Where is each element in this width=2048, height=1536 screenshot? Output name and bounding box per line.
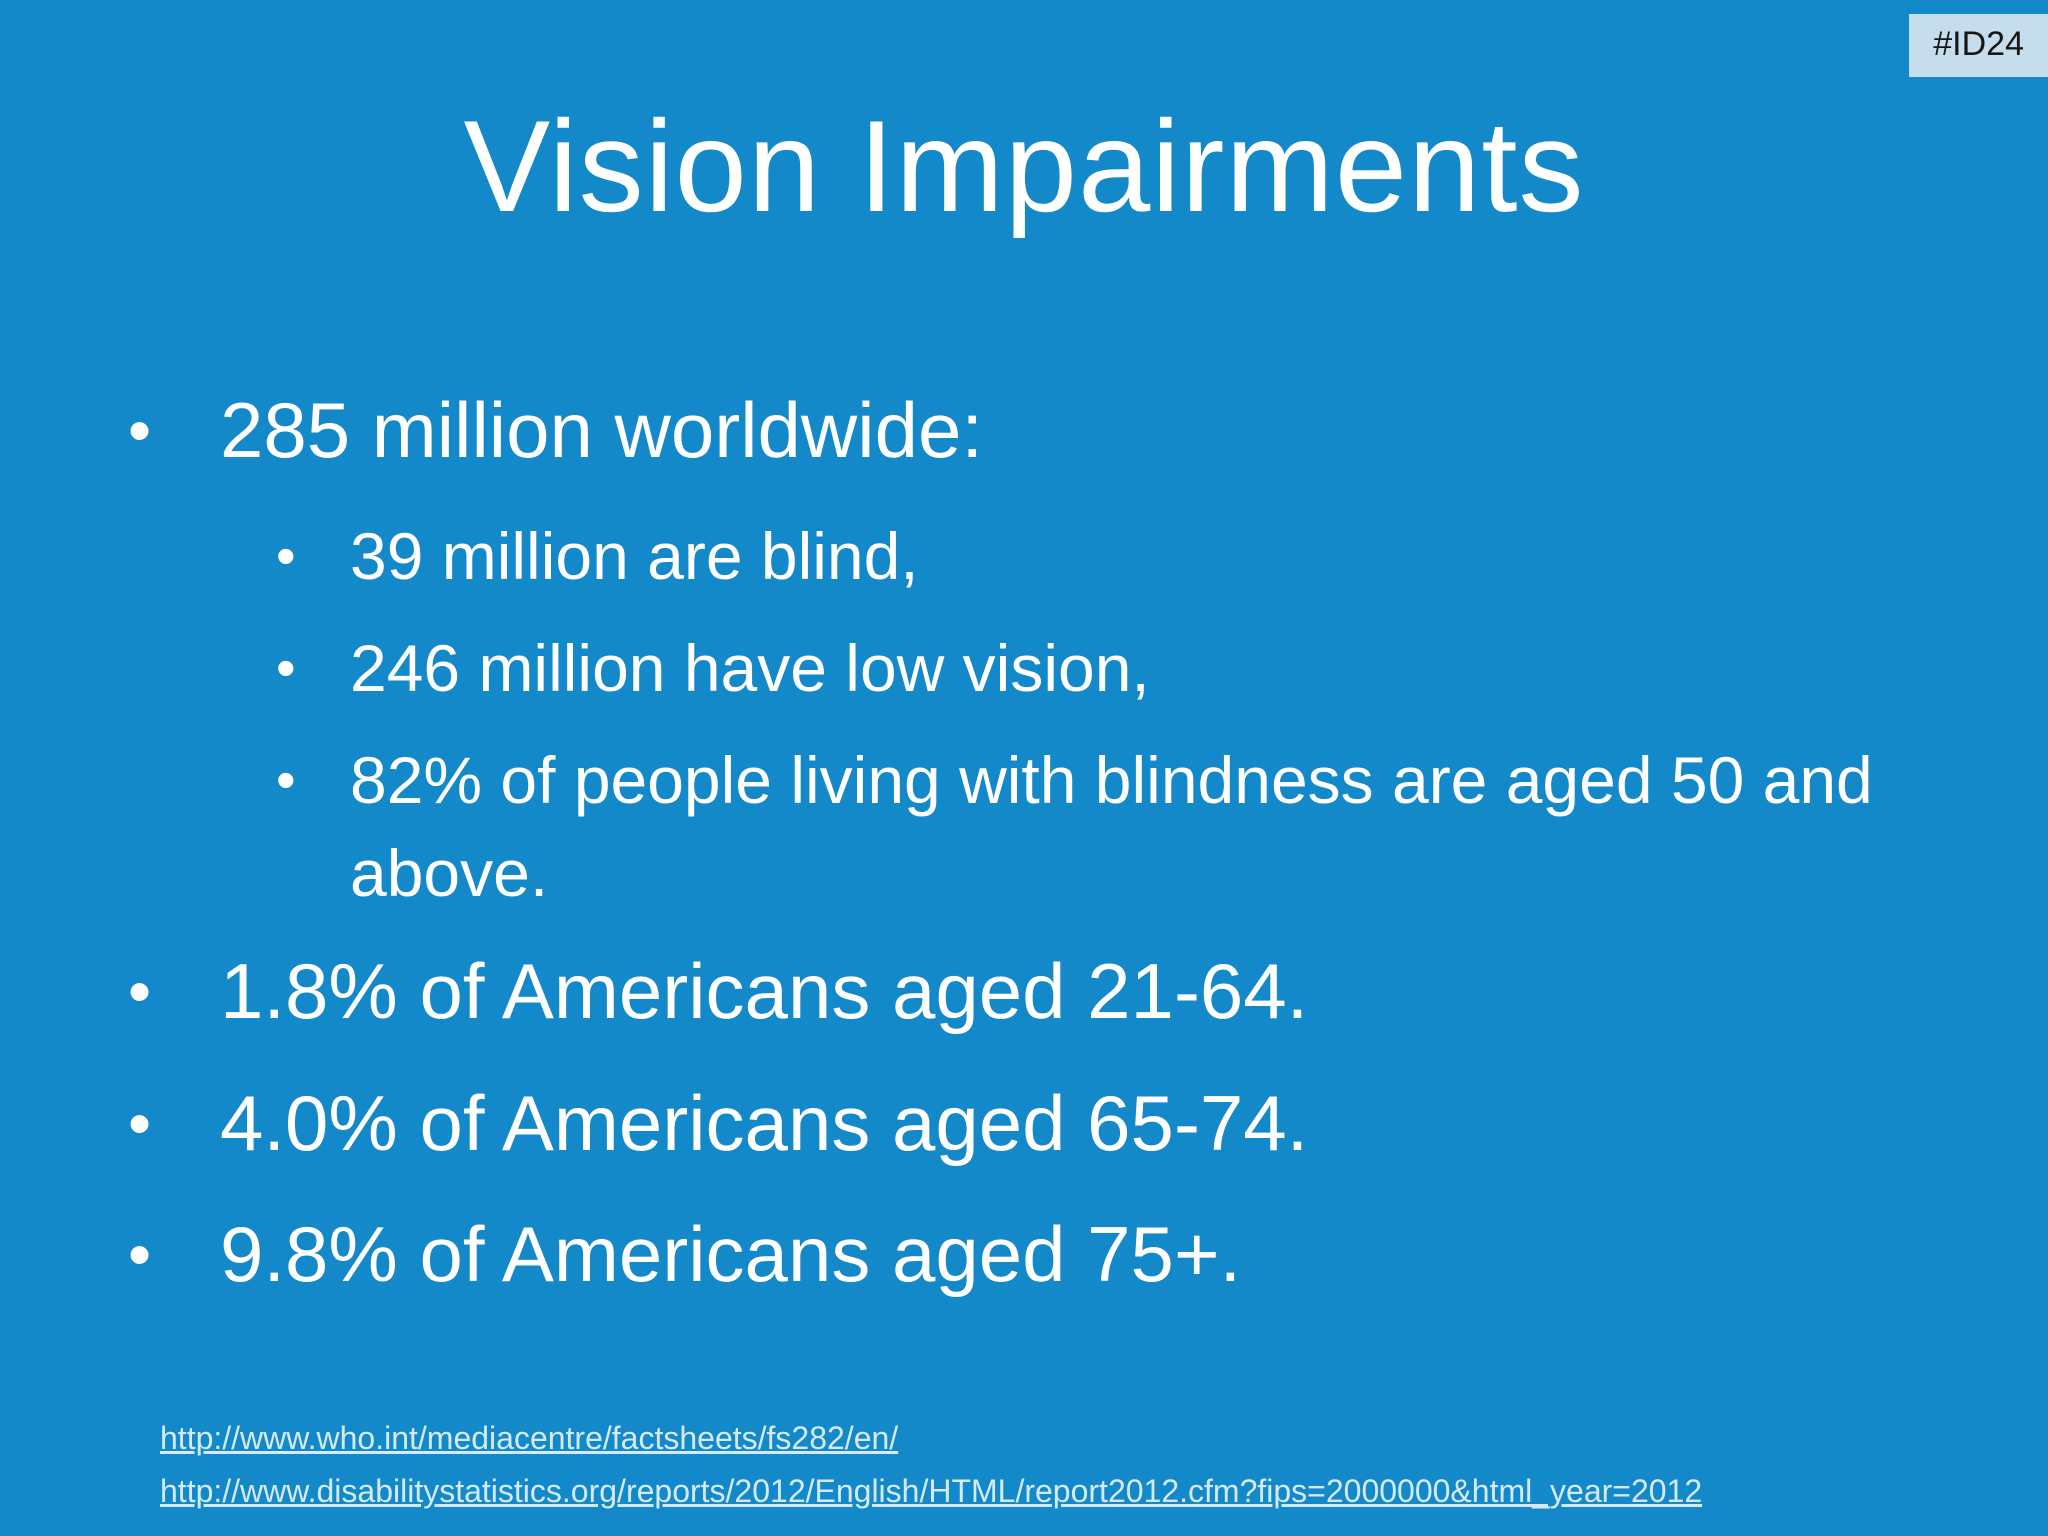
bullet-text: 246 million have low vision, — [350, 630, 1150, 705]
bullet-text: 82% of people living with blindness are … — [350, 743, 1873, 910]
bullet-icon: • — [128, 1217, 152, 1292]
bullet-icon: • — [276, 748, 296, 812]
list-item: • 285 million worldwide: — [120, 378, 2048, 484]
bullet-list: • 285 million worldwide: • 39 million ar… — [120, 378, 2048, 1308]
list-item: • 9.8% of Americans aged 75+. — [120, 1202, 2048, 1308]
sub-list-item: • 82% of people living with blindness ar… — [270, 734, 2048, 919]
link-disability-statistics-report[interactable]: http://www.disabilitystatistics.org/repo… — [160, 1473, 1703, 1510]
bullet-icon: • — [276, 523, 296, 587]
bullet-icon: • — [128, 1085, 152, 1160]
source-links: http://www.who.int/mediacentre/factsheet… — [160, 1416, 1702, 1514]
sub-list-item: • 39 million are blind, — [270, 510, 2048, 602]
slide-id-badge: #ID24 — [1909, 14, 2048, 77]
page-title: Vision Impairments — [463, 93, 1585, 239]
bullet-text: 39 million are blind, — [350, 518, 919, 593]
list-item: • 4.0% of Americans aged 65-74. — [120, 1071, 2048, 1177]
bullet-text: 4.0% of Americans aged 65-74. — [220, 1078, 1309, 1167]
bullet-text: 1.8% of Americans aged 21-64. — [220, 947, 1309, 1036]
bullet-icon: • — [128, 393, 152, 467]
bullet-text: 9.8% of Americans aged 75+. — [220, 1210, 1242, 1299]
link-who-factsheet[interactable]: http://www.who.int/mediacentre/factsheet… — [160, 1420, 899, 1457]
sub-list-item: • 246 million have low vision, — [270, 622, 2048, 714]
bullet-icon: • — [128, 954, 152, 1029]
bullet-text: 285 million worldwide: — [220, 386, 984, 474]
bullet-icon: • — [276, 635, 296, 699]
list-item: • 1.8% of Americans aged 21-64. — [120, 939, 2048, 1045]
